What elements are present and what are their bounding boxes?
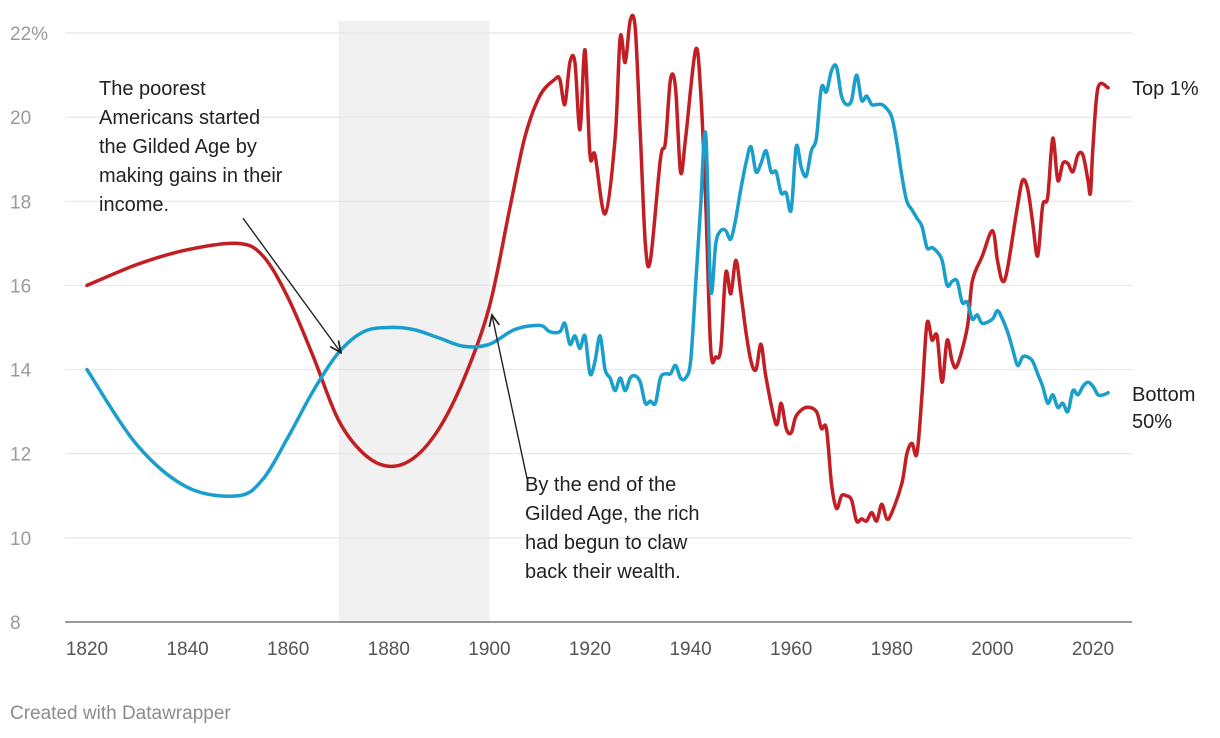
y-tick-label: 14 [10, 361, 32, 382]
x-tick-label: 1960 [770, 639, 812, 660]
y-tick-label: 8 [10, 613, 21, 634]
x-tick-label: 1840 [166, 639, 208, 660]
y-axis: 22% 20 18 16 14 12 10 8 [10, 24, 48, 634]
x-tick-label: 1940 [669, 639, 711, 660]
x-tick-label: 1820 [66, 639, 108, 660]
highlight-band-gilded-age [338, 21, 490, 622]
x-tick-label: 2000 [971, 639, 1013, 660]
series-layer [85, 13, 1110, 524]
x-tick-label: 1980 [871, 639, 913, 660]
series-line-bottom-50 [85, 63, 1110, 499]
x-tick-label: 1860 [267, 639, 309, 660]
annotation-rich-text: By the end of the Gilded Age, the rich had… [525, 474, 700, 583]
series-labels: Top 1% Bottom 50% [1132, 78, 1199, 433]
y-tick-label: 18 [10, 192, 31, 213]
gridlines [65, 32, 1132, 623]
x-tick-label: 1900 [468, 639, 510, 660]
x-tick-label: 2020 [1072, 639, 1114, 660]
y-tick-label: 10 [10, 529, 31, 550]
credit-text: Created with Datawrapper [10, 703, 231, 724]
annotations: The poorest Americans started the Gilded A… [99, 78, 700, 583]
y-tick-label: 20 [10, 108, 31, 129]
x-tick-label: 1880 [368, 639, 410, 660]
series-label-bottom-50: Bottom 50% [1132, 384, 1195, 433]
series-line-top-1 [85, 13, 1110, 524]
annotation-poorest-text: The poorest Americans started the Gilded A… [99, 78, 283, 216]
y-tick-label: 22% [10, 24, 48, 45]
y-tick-label: 12 [10, 445, 31, 466]
annotation-poorest-arrow [242, 217, 341, 353]
y-tick-label: 16 [10, 276, 31, 297]
x-axis: 1820 1840 1860 1880 1900 1920 1940 1960 1980 2000… [66, 639, 1114, 660]
series-label-top-1: Top 1% [1132, 78, 1199, 100]
highlight-band-layer [338, 21, 490, 622]
annotation-rich-arrow [492, 315, 528, 480]
x-tick-label: 1920 [569, 639, 611, 660]
